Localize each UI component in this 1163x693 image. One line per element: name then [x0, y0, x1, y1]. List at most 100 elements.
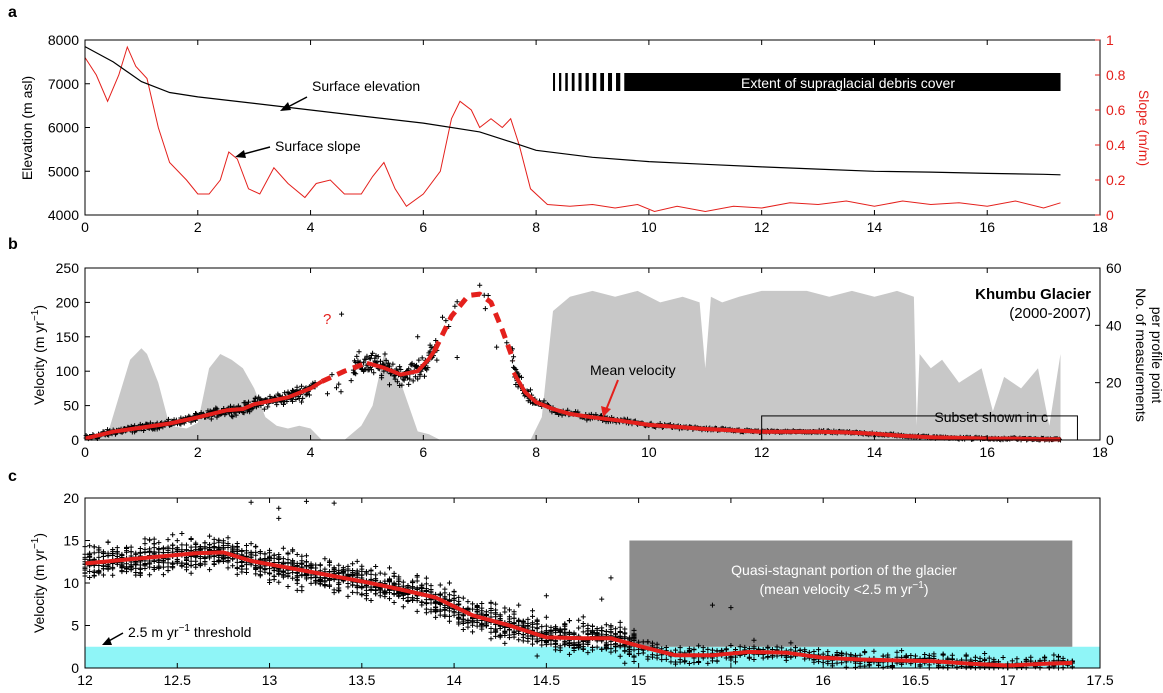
- measurement-point: [331, 587, 337, 593]
- measurement-point: [414, 598, 420, 604]
- measurement-point: [184, 542, 189, 548]
- measurement-point: [361, 360, 367, 366]
- measurement-point: [142, 536, 148, 542]
- measurement-point: [290, 560, 296, 566]
- measurement-point: [465, 624, 471, 630]
- measurement-point: [354, 568, 360, 574]
- measurement-point: [936, 663, 942, 669]
- measurement-point: [377, 358, 383, 364]
- measurement-point: [324, 391, 330, 397]
- measurement-point: [513, 382, 519, 388]
- measurement-point: [294, 587, 300, 593]
- measurement-point: [534, 653, 540, 659]
- measurement-point: [852, 660, 858, 666]
- measurement-point: [527, 387, 533, 393]
- measurement-point: [415, 376, 421, 382]
- measurement-point: [1009, 658, 1015, 664]
- measurement-point: [410, 598, 416, 604]
- x-tick-label: 16: [815, 672, 831, 688]
- measurement-point: [368, 567, 374, 573]
- y2-tick-label: 0.8: [1106, 67, 1126, 83]
- panel-b-subtitle: (2000-2007): [1009, 305, 1091, 322]
- measurement-point: [165, 568, 171, 574]
- measurement-point: [709, 647, 715, 653]
- subset-label: Subset shown in c: [934, 409, 1048, 425]
- measurement-point: [631, 653, 637, 659]
- panel-b-y2-label-line2: per profile point: [1149, 307, 1163, 404]
- x-tick-label: 12: [77, 672, 93, 688]
- surface-elevation-line: [84, 46, 1061, 176]
- measurement-point: [852, 664, 858, 670]
- measurement-point: [243, 566, 249, 572]
- measurement-point: [511, 615, 517, 621]
- measurement-point: [253, 543, 259, 549]
- x-tick-label: 6: [419, 444, 427, 460]
- measurement-point: [317, 581, 323, 587]
- measurement-point: [327, 559, 333, 565]
- measurement-point: [419, 599, 425, 605]
- measurement-point: [663, 656, 669, 662]
- measurement-point: [387, 363, 392, 369]
- measurement-point: [553, 626, 559, 632]
- measurement-point: [483, 623, 489, 629]
- measurement-point: [603, 632, 609, 638]
- y-tick-label: 5000: [48, 163, 79, 179]
- measurement-point: [110, 553, 116, 559]
- panel-b-x-axis: 0 2 4 6 8 10 12 14 16 18: [81, 268, 1108, 460]
- measurement-point: [329, 372, 335, 378]
- measurement-point: [248, 541, 254, 547]
- measurement-point: [208, 416, 214, 422]
- measurement-point: [608, 575, 614, 581]
- measurement-point: [557, 629, 563, 635]
- measurement-point: [239, 563, 245, 569]
- measurement-point: [566, 651, 572, 657]
- measurement-point: [299, 573, 305, 579]
- panel-b-y2-axis: 0 20 40 60: [1095, 260, 1122, 448]
- measurement-point: [603, 640, 609, 646]
- panel-b-frame: [84, 267, 1101, 441]
- measurement-point: [397, 364, 403, 370]
- measurement-point: [816, 647, 822, 653]
- measurement-point: [705, 646, 711, 652]
- measurement-point: [488, 607, 494, 613]
- measurement-point: [414, 572, 420, 578]
- measurement-point: [416, 357, 422, 363]
- measurement-point: [456, 621, 462, 627]
- measurement-point: [751, 637, 757, 643]
- measurement-point: [852, 652, 858, 658]
- measurement-point: [317, 562, 323, 568]
- surface-elevation-arrowhead-icon: [280, 102, 291, 111]
- measurement-point: [261, 406, 267, 412]
- measurement-point: [525, 635, 531, 641]
- measurement-point: [303, 559, 309, 565]
- measurement-point: [225, 565, 231, 571]
- measurement-point: [636, 651, 642, 657]
- measurement-point: [677, 645, 683, 651]
- measurement-point: [100, 572, 106, 578]
- debris-dash: [578, 73, 582, 91]
- measurement-point: [382, 590, 388, 596]
- measurement-point: [659, 657, 665, 663]
- debris-cover-bar: [553, 73, 1061, 91]
- measurement-point: [949, 652, 955, 658]
- measurement-point: [843, 664, 849, 670]
- measurement-point: [128, 549, 134, 555]
- panel-b-y-label: Velocity (m yr−1): [30, 305, 47, 405]
- measurement-point: [433, 337, 439, 343]
- threshold-label: 2.5 m yr−1 threshold: [128, 623, 251, 640]
- measurement-point: [446, 618, 452, 624]
- measurement-point: [470, 601, 476, 607]
- measurement-point: [700, 648, 706, 654]
- measurement-point: [366, 355, 372, 361]
- measurement-point: [488, 636, 494, 642]
- measurement-point: [516, 602, 522, 608]
- measurement-point: [280, 401, 286, 407]
- measurement-point: [230, 563, 236, 569]
- measurement-point: [733, 659, 739, 665]
- measurement-point: [539, 629, 545, 635]
- measurement-point: [170, 565, 176, 571]
- measurement-point: [889, 662, 895, 668]
- measurement-point: [303, 553, 309, 559]
- measurement-point: [488, 599, 494, 605]
